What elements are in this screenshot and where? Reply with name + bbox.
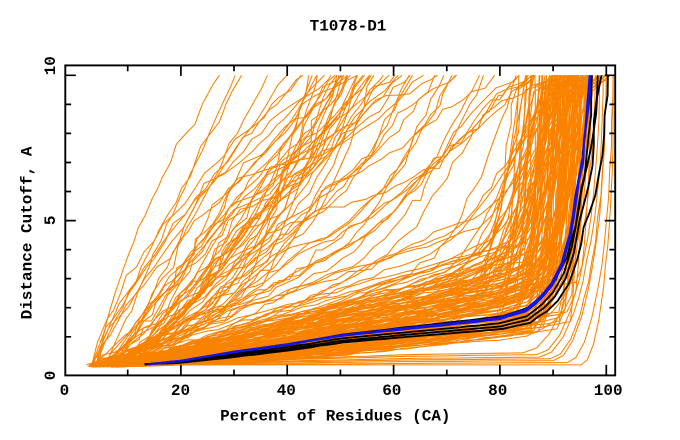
svg-text:40: 40	[277, 382, 296, 400]
svg-text:80: 80	[488, 382, 507, 400]
svg-text:10: 10	[42, 56, 60, 75]
svg-text:0: 0	[42, 371, 60, 381]
svg-text:5: 5	[42, 215, 60, 225]
svg-text:Percent of Residues (CA): Percent of Residues (CA)	[220, 408, 450, 426]
svg-text:100: 100	[594, 382, 623, 400]
svg-text:Distance Cutoff, A: Distance Cutoff, A	[19, 146, 37, 319]
svg-text:0: 0	[60, 382, 70, 400]
svg-text:T1078-D1: T1078-D1	[310, 17, 387, 35]
svg-text:60: 60	[382, 382, 401, 400]
svg-text:20: 20	[171, 382, 190, 400]
